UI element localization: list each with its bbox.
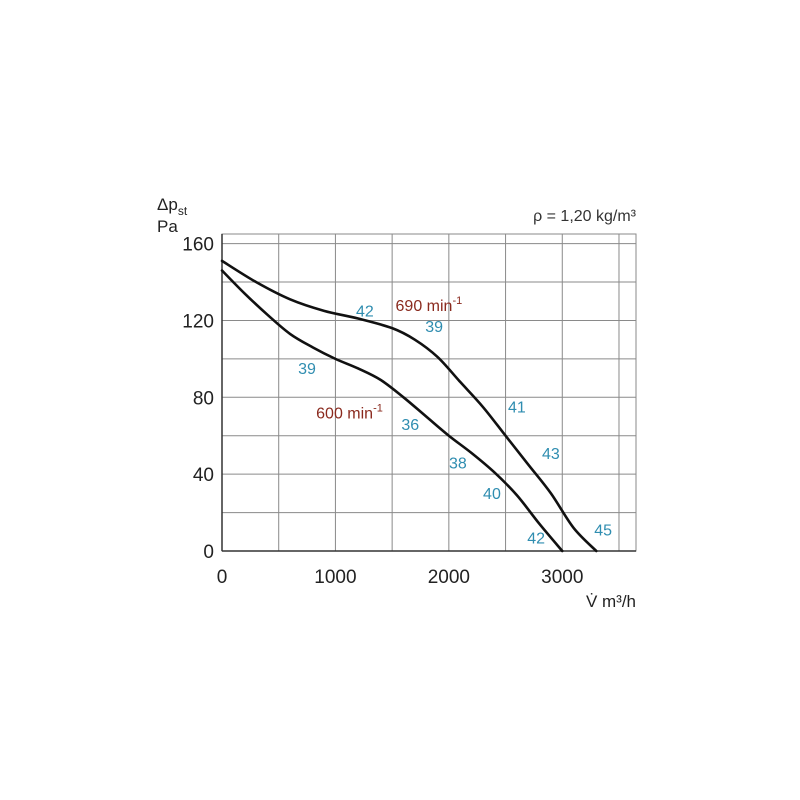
y-tick-label: 40: [193, 465, 214, 486]
y-axis-symbol: Δp: [157, 195, 178, 214]
y-axis-unit: Pa: [157, 217, 178, 236]
noise-level-labels: 42 39 41 43 45 39 36 38 40 42: [298, 304, 612, 548]
y-tick-label: 80: [193, 388, 214, 409]
noise-level-label: 42: [527, 530, 545, 547]
noise-level-label: 43: [542, 446, 560, 463]
curve-690-min-1: [220, 259, 598, 553]
x-tick-label: 2000: [428, 567, 470, 588]
noise-level-label: 45: [594, 523, 612, 540]
density-note: ρ = 1,20 kg/m³: [533, 208, 637, 225]
noise-level-label: 42: [356, 304, 374, 321]
y-axis-label: Δpst: [157, 195, 188, 218]
x-tick-label: 3000: [541, 567, 583, 588]
x-tick-label: 1000: [314, 567, 356, 588]
speed-labels: 690 min-1 600 min-1: [316, 295, 462, 423]
curves: [220, 259, 598, 553]
grid: [221, 233, 637, 552]
y-axis-subscript: st: [178, 204, 188, 218]
speed-label: 600 min-1: [316, 402, 383, 422]
curve-600-min-1: [220, 269, 564, 553]
tick-labels: 0 40 80 120 160 0 1000 2000 3000: [182, 235, 583, 588]
noise-level-label: 39: [425, 319, 443, 336]
noise-level-label: 41: [508, 400, 526, 417]
noise-level-label: 39: [298, 361, 316, 378]
y-tick-label: 0: [203, 542, 214, 563]
noise-level-label: 38: [449, 455, 467, 472]
speed-label: 690 min-1: [396, 295, 463, 315]
x-axis-label: V̇ m³/h: [586, 592, 636, 611]
y-tick-label: 160: [182, 235, 214, 256]
x-tick-label: 0: [217, 567, 228, 588]
y-tick-label: 120: [182, 311, 214, 332]
noise-level-label: 40: [483, 486, 501, 503]
noise-level-label: 36: [401, 417, 419, 434]
